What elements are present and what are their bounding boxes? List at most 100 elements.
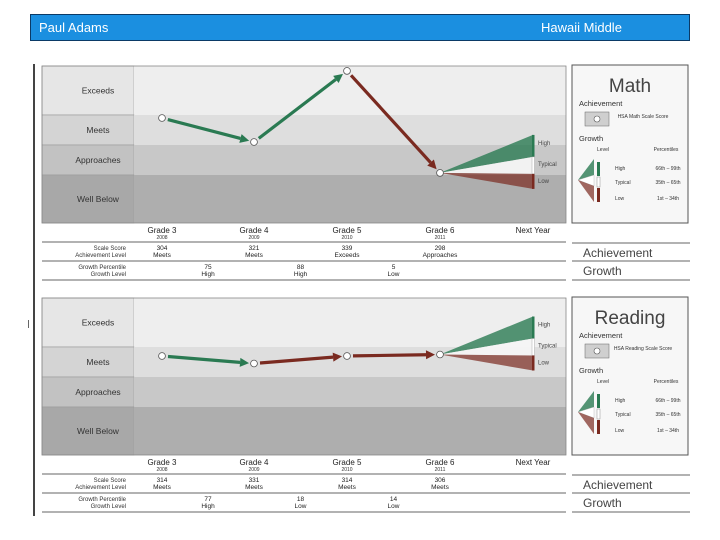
plot-frame xyxy=(41,297,567,456)
score-point xyxy=(343,67,351,75)
level-label-meets: Meets xyxy=(86,125,109,135)
legend-low-label: Low xyxy=(615,196,625,202)
legend-cone-low xyxy=(578,412,594,434)
growth-percentile-value: 77 xyxy=(204,496,212,503)
plot-band xyxy=(134,175,566,223)
year-label: 2009 xyxy=(248,235,259,241)
scale-score-value: 314 xyxy=(342,477,353,484)
row-label-achievement-level: Achievement Level xyxy=(75,253,126,259)
score-point xyxy=(436,169,444,177)
level-label-box xyxy=(41,174,135,224)
score-point xyxy=(250,138,258,146)
scale-score-value: 314 xyxy=(157,477,168,484)
row-label-growth-level: Growth Level xyxy=(91,272,126,278)
growth-level-value: Low xyxy=(295,503,307,510)
growth-level-value: Low xyxy=(388,271,400,278)
scale-score-value: 306 xyxy=(435,477,446,484)
plot-band xyxy=(134,407,566,455)
growth-percentile-value: 88 xyxy=(297,264,305,271)
plot-frame xyxy=(41,65,567,224)
legend-typical-label: Typical xyxy=(615,180,631,186)
level-label-box xyxy=(41,346,135,378)
left-tick-mark xyxy=(28,320,29,328)
projection-cone-typical xyxy=(440,156,533,174)
grade-label: Grade 6 xyxy=(426,226,455,235)
legend-arrow-low-icon xyxy=(597,188,600,202)
row-label-growth-percentile: Growth Percentile xyxy=(78,265,126,271)
projection-bar-low xyxy=(532,173,535,189)
score-point xyxy=(343,352,351,360)
legend-score-label: HSA Reading Scale Score xyxy=(614,346,673,352)
school-name: Hawaii Middle xyxy=(541,20,622,35)
level-label-approaches: Approaches xyxy=(75,387,120,397)
projection-label-typical: Typical xyxy=(538,344,557,350)
achievement-level-value: Approaches xyxy=(423,252,458,259)
legend-high-label: High xyxy=(615,398,626,404)
legend-cone-low xyxy=(578,180,594,202)
grade-label: Grade 5 xyxy=(333,226,362,235)
legend-level-header: Level xyxy=(597,147,609,153)
projection-bar-typical xyxy=(531,156,535,175)
projection-label-high: High xyxy=(538,323,550,329)
projection-cone-low xyxy=(440,172,533,189)
level-label-well-below: Well Below xyxy=(77,426,120,436)
year-label: 2010 xyxy=(341,467,352,473)
projection-label-typical: Typical xyxy=(538,162,557,168)
grade-label: Grade 3 xyxy=(148,226,177,235)
achievement-level-value: Meets xyxy=(245,252,263,259)
growth-chart-svg: Exceeds Meets Approaches Well Below High Typi… xyxy=(41,296,690,513)
growth-arrow-line xyxy=(259,355,334,365)
level-label-exceeds: Exceeds xyxy=(82,318,115,328)
plot-band xyxy=(134,66,566,115)
growth-arrow-line xyxy=(352,353,427,358)
scale-score-value: 298 xyxy=(435,245,446,252)
legend-percentiles-header: Percentiles xyxy=(654,147,679,153)
achievement-level-value: Meets xyxy=(338,484,356,491)
growth-arrow-head xyxy=(425,350,436,360)
left-divider xyxy=(33,64,35,516)
projection-cone-high xyxy=(440,134,533,173)
plot-band xyxy=(134,377,566,407)
legend-arrow-low-icon xyxy=(597,420,600,434)
legend-cone-high xyxy=(578,159,594,180)
achievement-level-value: Meets xyxy=(153,252,171,259)
growth-arrow-line xyxy=(167,117,241,141)
summary-growth-label: Growth xyxy=(583,496,622,510)
year-label: 2010 xyxy=(341,235,352,241)
growth-arrow-head xyxy=(239,357,250,367)
subject-title: Reading xyxy=(595,308,666,329)
scale-score-value: 339 xyxy=(342,245,353,252)
legend-arrow-high-icon xyxy=(597,162,600,176)
score-point xyxy=(158,352,166,360)
legend-percentiles-header: Percentiles xyxy=(654,379,679,385)
achievement-level-value: Meets xyxy=(153,484,171,491)
score-point xyxy=(158,114,166,122)
level-label-well-below: Well Below xyxy=(77,194,120,204)
subject-title: Math xyxy=(609,76,651,97)
grade-label: Next Year xyxy=(516,226,551,235)
level-label-approaches: Approaches xyxy=(75,155,120,165)
year-label: 2011 xyxy=(435,467,446,473)
row-label-scale-score: Scale Score xyxy=(94,478,127,484)
achievement-level-value: Meets xyxy=(431,484,449,491)
legend-arrow-high-icon xyxy=(597,394,600,408)
year-label: 2009 xyxy=(248,467,259,473)
legend-growth-header: Growth xyxy=(579,366,603,375)
growth-percentile-value: 75 xyxy=(204,264,212,271)
scale-score-value: 304 xyxy=(157,245,168,252)
legend-arrow-typical-icon xyxy=(596,408,601,420)
growth-percentile-value: 18 xyxy=(297,496,305,503)
legend-score-marker xyxy=(593,115,601,123)
score-point xyxy=(436,350,444,359)
score-point xyxy=(250,359,258,368)
level-label-box xyxy=(41,144,135,176)
growth-arrow-head xyxy=(333,73,344,83)
legend-arrow-typical-icon xyxy=(596,176,601,188)
achievement-level-value: Meets xyxy=(245,484,263,491)
legend-high-label: High xyxy=(615,166,626,172)
legend-cone-high xyxy=(578,391,594,412)
summary-achievement-label: Achievement xyxy=(583,246,653,260)
summary-growth-label: Growth xyxy=(583,264,622,278)
legend-level-header: Level xyxy=(597,379,609,385)
growth-percentile-value: 5 xyxy=(392,264,396,271)
